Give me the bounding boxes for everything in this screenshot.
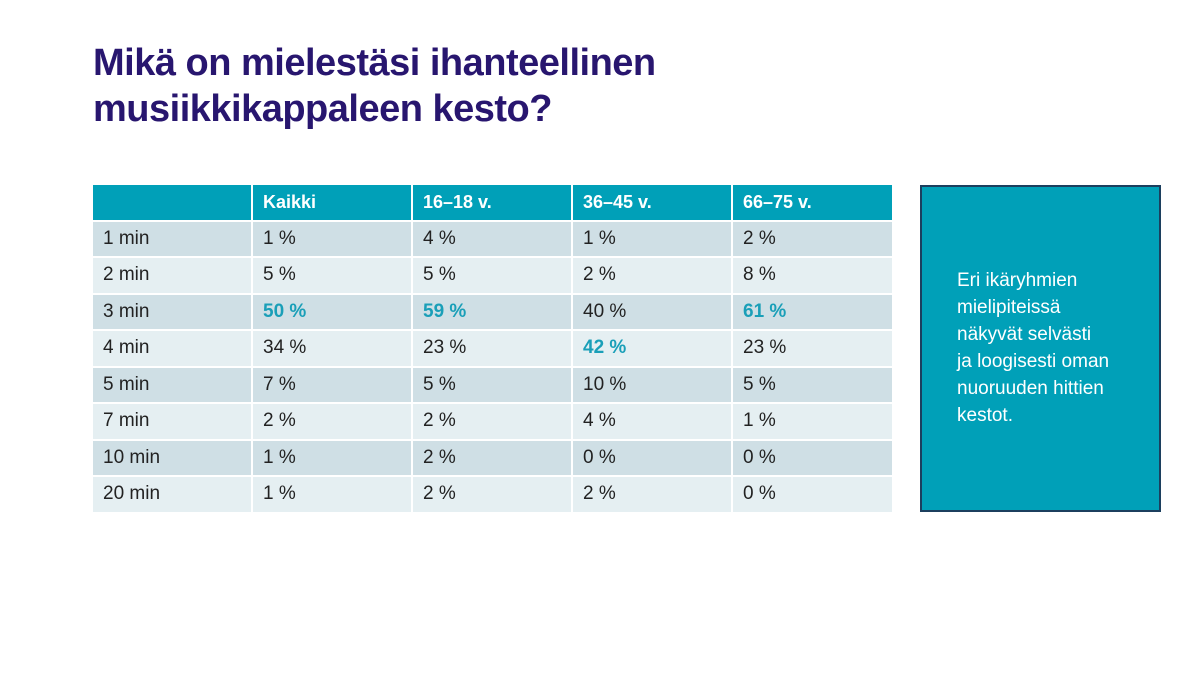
table-cell: 1 % bbox=[253, 440, 411, 475]
table-cell: 40 % bbox=[573, 294, 731, 329]
row-label: 7 min bbox=[93, 404, 251, 439]
table-cell: 23 % bbox=[413, 331, 571, 366]
table-cell: 2 % bbox=[573, 477, 731, 512]
table-cell-highlight: 59 % bbox=[413, 294, 571, 329]
header-cell-kaikki: Kaikki bbox=[253, 185, 411, 220]
table-cell: 2 % bbox=[733, 221, 892, 256]
table-cell: 1 % bbox=[253, 221, 411, 256]
results-table: Kaikki 16–18 v. 36–45 v. 66–75 v. 1 min … bbox=[91, 183, 894, 514]
table-row: 1 min 1 % 4 % 1 % 2 % bbox=[93, 221, 892, 256]
table-cell-highlight: 61 % bbox=[733, 294, 892, 329]
row-label: 10 min bbox=[93, 440, 251, 475]
row-label: 5 min bbox=[93, 367, 251, 402]
table-cell: 5 % bbox=[413, 258, 571, 293]
table-row: 3 min 50 % 59 % 40 % 61 % bbox=[93, 294, 892, 329]
table-cell: 34 % bbox=[253, 331, 411, 366]
table-cell: 2 % bbox=[413, 440, 571, 475]
header-cell-36-45: 36–45 v. bbox=[573, 185, 731, 220]
table-cell: 2 % bbox=[573, 258, 731, 293]
row-label: 4 min bbox=[93, 331, 251, 366]
table-cell: 5 % bbox=[733, 367, 892, 402]
table-cell: 4 % bbox=[573, 404, 731, 439]
table-cell: 5 % bbox=[253, 258, 411, 293]
header-cell-66-75: 66–75 v. bbox=[733, 185, 892, 220]
table-cell-highlight: 50 % bbox=[253, 294, 411, 329]
table-row: 7 min 2 % 2 % 4 % 1 % bbox=[93, 404, 892, 439]
table-cell: 4 % bbox=[413, 221, 571, 256]
table-cell: 2 % bbox=[253, 404, 411, 439]
table-header-row: Kaikki 16–18 v. 36–45 v. 66–75 v. bbox=[93, 185, 892, 220]
table-cell-highlight: 42 % bbox=[573, 331, 731, 366]
row-label: 1 min bbox=[93, 221, 251, 256]
table-cell: 1 % bbox=[733, 404, 892, 439]
table-cell: 0 % bbox=[573, 440, 731, 475]
table-cell: 2 % bbox=[413, 477, 571, 512]
table-cell: 7 % bbox=[253, 367, 411, 402]
row-label: 3 min bbox=[93, 294, 251, 329]
table-cell: 5 % bbox=[413, 367, 571, 402]
table-cell: 2 % bbox=[413, 404, 571, 439]
page-title: Mikä on mielestäsi ihanteellinen musiikk… bbox=[93, 42, 656, 130]
table-row: 5 min 7 % 5 % 10 % 5 % bbox=[93, 367, 892, 402]
table-row: 10 min 1 % 2 % 0 % 0 % bbox=[93, 440, 892, 475]
note-text: Eri ikäryhmien mielipiteissä näkyvät sel… bbox=[957, 270, 1110, 426]
table-row: 2 min 5 % 5 % 2 % 8 % bbox=[93, 258, 892, 293]
table-cell: 0 % bbox=[733, 477, 892, 512]
row-label: 2 min bbox=[93, 258, 251, 293]
table-cell: 0 % bbox=[733, 440, 892, 475]
header-cell-empty bbox=[93, 185, 251, 220]
table-cell: 1 % bbox=[253, 477, 411, 512]
table-cell: 10 % bbox=[573, 367, 731, 402]
table-cell: 23 % bbox=[733, 331, 892, 366]
table-cell: 8 % bbox=[733, 258, 892, 293]
row-label: 20 min bbox=[93, 477, 251, 512]
table-row: 4 min 34 % 23 % 42 % 23 % bbox=[93, 331, 892, 366]
note-box: Eri ikäryhmien mielipiteissä näkyvät sel… bbox=[920, 185, 1161, 512]
table-row: 20 min 1 % 2 % 2 % 0 % bbox=[93, 477, 892, 512]
table-cell: 1 % bbox=[573, 221, 731, 256]
header-cell-16-18: 16–18 v. bbox=[413, 185, 571, 220]
